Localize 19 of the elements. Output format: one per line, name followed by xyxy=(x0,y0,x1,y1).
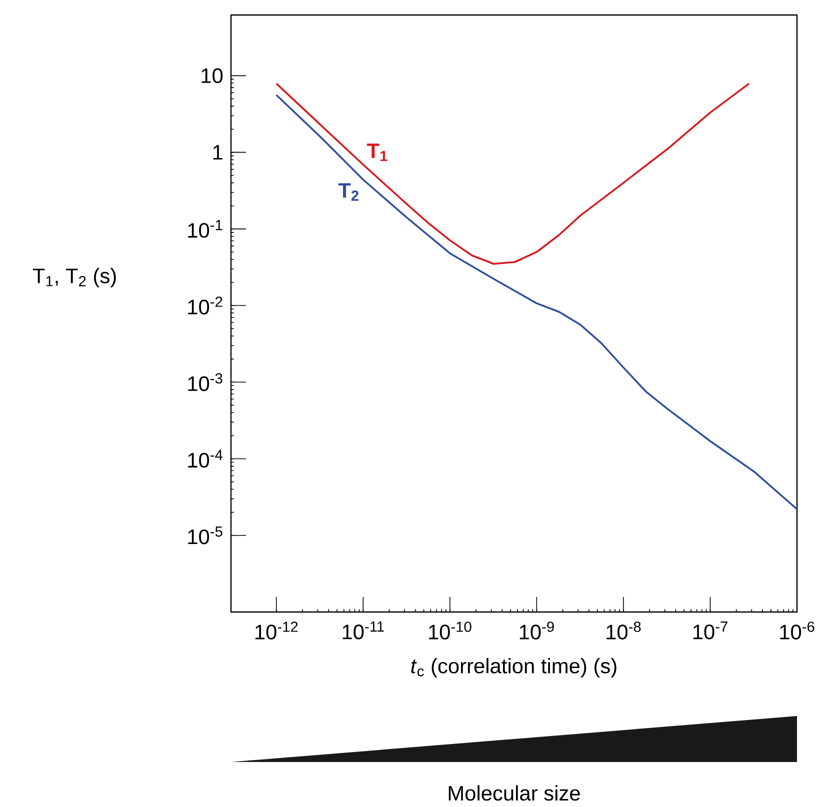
y-tick-label: 10$^{-3}$ xyxy=(188,373,222,392)
x-tick-label: 10$^{-9}$ xyxy=(520,622,554,640)
x-tick-label: 10$^{-7}$ xyxy=(693,622,728,640)
y-tick-label: 10$^{-1}$ xyxy=(188,220,222,238)
y-tick-label: 10$^{-5}$ xyxy=(188,526,222,544)
y-axis-title: T$_{1}$, T$_{2}$ (s) xyxy=(32,268,116,288)
y-tick-label: 1 xyxy=(213,145,222,160)
x-tick-label: 10$^{-10}$ xyxy=(429,622,472,640)
y-tick-label: 10$^{-4}$ xyxy=(188,450,222,468)
x-tick-label: 10$^{-8}$ xyxy=(606,622,641,640)
y-tick-label: 10$^{-2}$ xyxy=(188,296,222,314)
series-label: T$_{1}$ xyxy=(366,144,388,162)
y-tick-label: 10 xyxy=(202,68,223,84)
x-tick-label: 10$^{-11}$ xyxy=(342,622,384,640)
x-axis-title: t$_{c}$ (correlation time) (s) xyxy=(411,658,616,678)
series-label: T$_{2}$ xyxy=(338,183,358,201)
x-tick-label: 10$^{-12}$ xyxy=(255,622,298,640)
x-tick-label: 10$^{-6}$ xyxy=(780,622,814,640)
text: Molecular size xyxy=(448,785,580,801)
